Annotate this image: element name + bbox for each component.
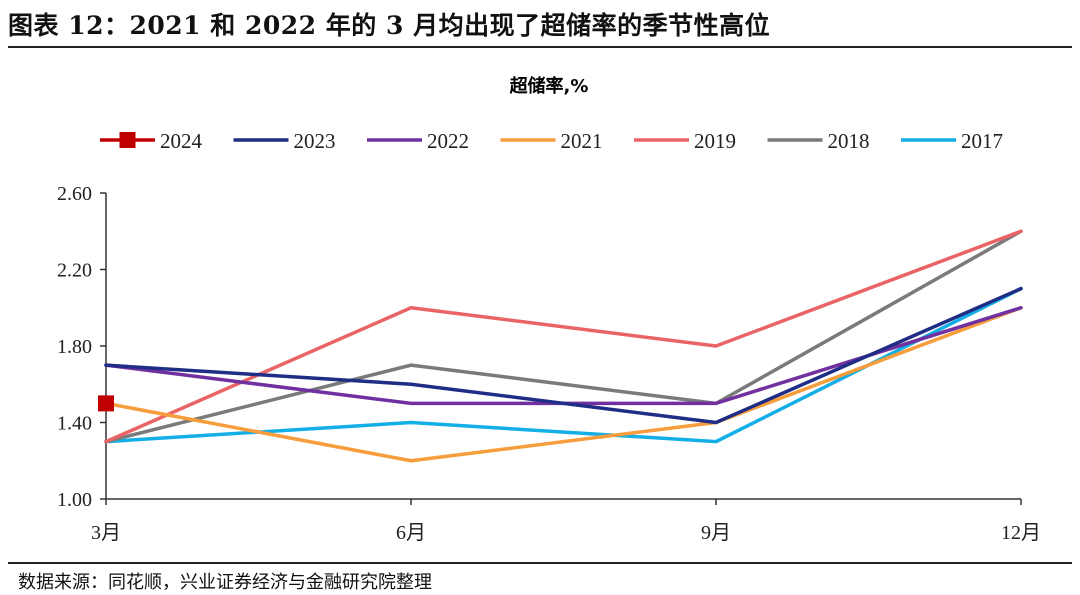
series-layer bbox=[98, 229, 1023, 463]
series-line-2021 bbox=[104, 306, 1023, 463]
figure-title: 图表 12：2021 和 2022 年的 3 月均出现了超储率的季节性高位 bbox=[8, 11, 771, 40]
axes: 1.00 1.40 1.80 2.20 2.60 3月 6月 9月 12月 bbox=[57, 183, 1041, 544]
source-note: 数据来源：同花顺，兴业证券经济与金融研究院整理 bbox=[18, 572, 432, 593]
series-line-2019 bbox=[104, 229, 1023, 444]
y-tick-label: 1.80 bbox=[57, 336, 92, 358]
legend-label-2019: 2019 bbox=[694, 129, 736, 153]
legend-label-2021: 2021 bbox=[561, 129, 603, 153]
legend-label-2018: 2018 bbox=[828, 129, 870, 153]
series-line-2018 bbox=[104, 229, 1023, 444]
legend-label-2017: 2017 bbox=[961, 129, 1003, 153]
x-tick-label: 12月 bbox=[1001, 522, 1041, 544]
y-tick-label: 1.40 bbox=[57, 413, 92, 435]
bottom-rule bbox=[8, 562, 1072, 564]
line-chart: 超储率,% 2024 2023 2022 2021 2019 2018 2017 1.001… bbox=[57, 75, 1041, 544]
y-tick-label: 1.00 bbox=[57, 489, 92, 511]
series-line-2017 bbox=[104, 286, 1023, 444]
series-line-2023 bbox=[104, 286, 1023, 425]
chart-title: 超储率,% bbox=[510, 75, 589, 97]
top-rule bbox=[8, 46, 1072, 48]
legend-label-2022: 2022 bbox=[427, 129, 469, 153]
x-tick-label: 9月 bbox=[701, 522, 731, 544]
y-tick-label: 2.20 bbox=[57, 260, 92, 282]
x-tick-label: 3月 bbox=[91, 522, 121, 544]
legend-label-2024: 2024 bbox=[160, 129, 203, 153]
series-point-2024 bbox=[98, 395, 114, 412]
x-tick-label: 6月 bbox=[396, 522, 426, 544]
legend-label-2023: 2023 bbox=[294, 129, 336, 153]
legend-marker-2024 bbox=[119, 132, 136, 148]
legend: 2024 2023 2022 2021 2019 2018 2017 bbox=[100, 129, 1003, 153]
y-tick-label: 2.60 bbox=[57, 183, 92, 205]
